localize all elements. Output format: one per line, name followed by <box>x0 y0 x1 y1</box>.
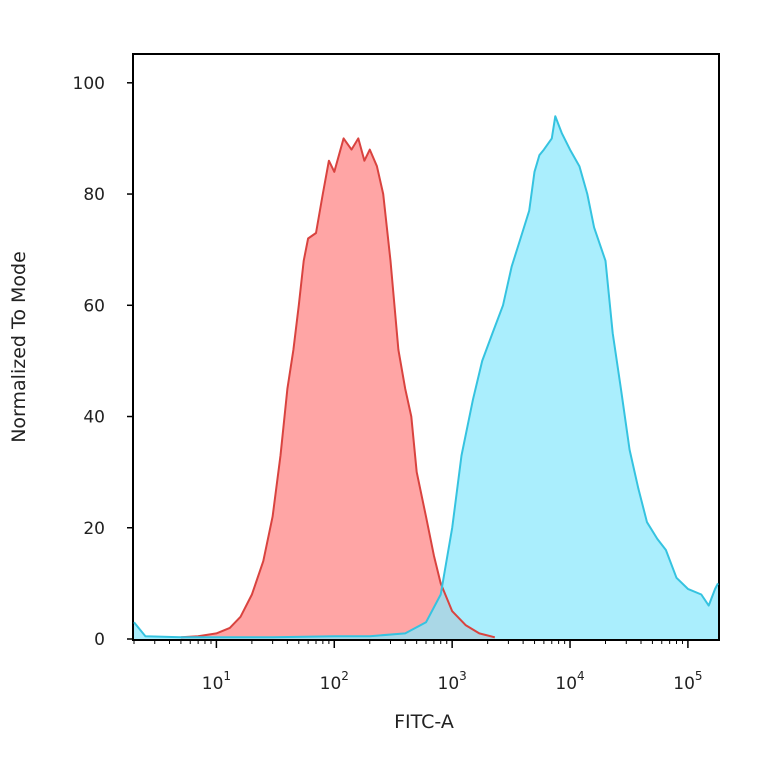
x-tick-label: 104 <box>555 669 584 694</box>
x-tick-label: 103 <box>438 669 467 694</box>
x-tick-label: 102 <box>320 669 349 694</box>
series-2-area <box>134 116 718 639</box>
y-tick-label: 20 <box>83 519 105 539</box>
y-tick-label: 80 <box>83 185 105 205</box>
series-1-area <box>180 138 495 639</box>
x-axis-ticks: 101 102 103 104 105 <box>133 640 703 694</box>
series-layer <box>133 115 719 639</box>
series-2-line <box>133 115 719 639</box>
y-tick-label: 0 <box>94 630 105 650</box>
y-tick-label: 60 <box>83 296 105 316</box>
y-tick-label: 40 <box>83 408 105 428</box>
y-tick-label: 100 <box>73 74 105 94</box>
x-tick-label: 105 <box>673 669 702 694</box>
x-axis-title: FITC-A <box>394 711 454 733</box>
series-1-line <box>180 137 496 639</box>
y-axis-ticks: 0 20 40 60 80 100 <box>73 74 133 650</box>
y-axis-title: Normalized To Mode <box>8 251 30 443</box>
x-tick-label: 101 <box>202 669 231 694</box>
